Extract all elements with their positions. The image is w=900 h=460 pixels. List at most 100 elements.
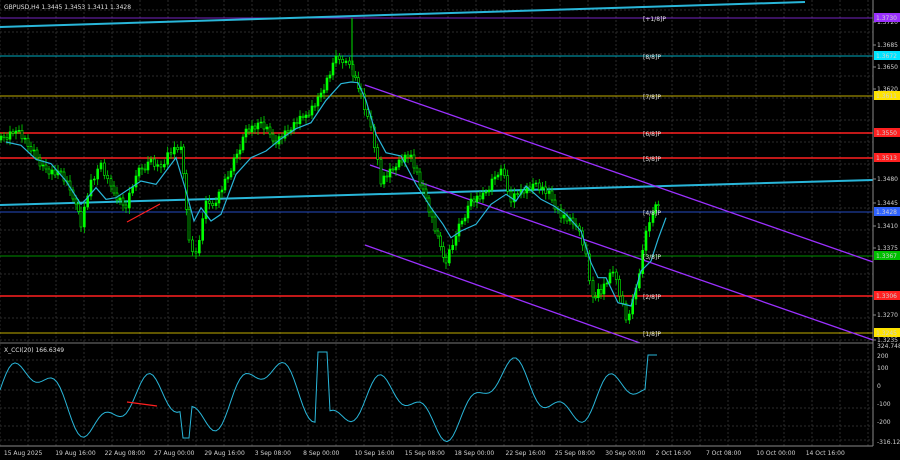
cci-tick-label: -200 — [877, 419, 891, 426]
candle-body — [648, 222, 651, 232]
candle-body — [544, 186, 548, 194]
candle-body — [304, 114, 308, 118]
candle-body — [553, 199, 557, 210]
candle-body — [20, 130, 24, 140]
candle-body — [597, 289, 600, 298]
time-tick-label: 3 Sep 08:00 — [255, 450, 291, 457]
candle-body — [334, 55, 338, 64]
cci-axis[interactable]: 324.7484 200 100 0 -100 -200 -316.1293 — [877, 343, 900, 446]
candle-body — [137, 167, 141, 177]
murrey-price-label: 1.3513 — [876, 155, 897, 162]
trend-channels[interactable] — [0, 1, 874, 344]
channel-upper-line[interactable] — [364, 84, 874, 263]
candle-body — [394, 166, 398, 171]
candle-body — [214, 202, 218, 206]
price-tick-label: 1.3480 — [877, 176, 898, 183]
time-tick-label: 7 Oct 08:00 — [706, 450, 741, 457]
cci-grid — [0, 344, 873, 446]
murrey-level-tags: [+1/8]P 1.3730 [8/8]P 1.3672 [7/8]P 1.3611 [6/… — [643, 13, 900, 338]
candle-body — [50, 169, 54, 175]
candle-body — [14, 130, 18, 134]
candle-body — [651, 212, 655, 223]
cci-red-divergence-line[interactable] — [126, 401, 158, 407]
candle-body — [298, 115, 302, 125]
murrey-price-label: 1.3550 — [876, 130, 897, 137]
channel-middle-line[interactable] — [369, 164, 874, 341]
candle-body — [121, 197, 125, 206]
cci-line — [0, 351, 657, 443]
drawn-red-trendline[interactable] — [126, 203, 161, 223]
candle-body — [348, 60, 351, 65]
candle-body — [173, 147, 176, 155]
cci-tick-label: 324.7484 — [877, 343, 900, 350]
candle-body — [241, 136, 245, 151]
murrey-price-box — [874, 207, 900, 216]
moving-average-line — [5, 81, 667, 307]
cci-pane[interactable] — [0, 344, 873, 446]
price-axis[interactable]: 1.3720 1.3685 1.3650 1.3620 1.3480 1.3445 1.34… — [873, 19, 898, 344]
candle-body — [397, 159, 401, 168]
time-tick-label: 10 Sep 16:00 — [354, 450, 394, 457]
candle-body — [475, 195, 479, 203]
murrey-level-tag: [8/8]P — [643, 54, 661, 61]
candle-body — [442, 246, 445, 258]
candle-body — [268, 126, 272, 135]
candle-body — [424, 188, 428, 199]
candle-body — [106, 175, 109, 179]
murrey-price-label: 1.3245 — [876, 330, 897, 337]
murrey-price-box — [874, 328, 900, 337]
candle-body — [537, 182, 541, 190]
candle-body — [131, 186, 134, 194]
channel-lower-line[interactable] — [364, 244, 641, 344]
candle-body — [351, 64, 355, 77]
candle-body — [99, 162, 103, 170]
cci-tick-label: -100 — [877, 401, 891, 408]
murrey-price-box — [874, 251, 900, 260]
price-tick-label: 1.3620 — [877, 86, 898, 93]
candle-body — [179, 146, 183, 150]
candle-body — [93, 178, 96, 181]
cci-tick-label: 0 — [877, 383, 881, 390]
lower-trendline[interactable] — [0, 179, 874, 206]
candle-body — [366, 109, 369, 117]
time-tick-label: 22 Aug 08:00 — [105, 450, 146, 457]
candle-body — [628, 313, 631, 321]
candle-body — [506, 175, 509, 192]
upper-trendline[interactable] — [0, 1, 806, 28]
time-tick-label: 19 Aug 16:00 — [55, 450, 96, 457]
candle-body — [53, 169, 57, 176]
candle-body — [403, 154, 407, 163]
time-axis[interactable]: 15 Aug 2025 19 Aug 16:00 22 Aug 08:00 27 Au… — [4, 450, 845, 457]
candle-body — [220, 189, 224, 193]
chart-symbol-title: GBPUSD,H4 1.3445 1.3453 1.3411 1.3428 — [4, 4, 131, 11]
price-tick-label: 1.3375 — [877, 245, 898, 252]
candle-body — [79, 211, 83, 228]
indicator-title: X_CCI(20) 166.6349 — [4, 347, 64, 354]
price-pane[interactable] — [0, 0, 874, 344]
candle-body — [201, 218, 204, 241]
murrey-price-box — [874, 153, 900, 162]
time-tick-label: 18 Sep 00:00 — [454, 450, 494, 457]
candle-body — [547, 190, 551, 194]
candle-body — [487, 189, 491, 193]
price-tick-label: 1.3445 — [877, 200, 898, 207]
candle-body — [159, 164, 163, 168]
candle-body — [478, 195, 482, 200]
candle-body — [223, 178, 227, 191]
price-tick-label: 1.3410 — [877, 223, 898, 230]
candle-body — [143, 168, 147, 171]
candle-body — [451, 245, 454, 250]
candle-body — [149, 158, 153, 163]
candle-body — [163, 164, 166, 168]
candle-body — [83, 206, 86, 228]
candle-body — [493, 176, 497, 180]
candle-body — [232, 157, 236, 172]
murrey-price-box — [874, 291, 900, 300]
murrey-price-label: 1.3367 — [876, 253, 897, 260]
price-tick-label: 1.3650 — [877, 64, 898, 71]
candle-body — [29, 146, 33, 152]
candle-body — [621, 295, 625, 304]
candle-body — [226, 176, 230, 180]
price-tick-label: 1.3720 — [877, 19, 898, 26]
